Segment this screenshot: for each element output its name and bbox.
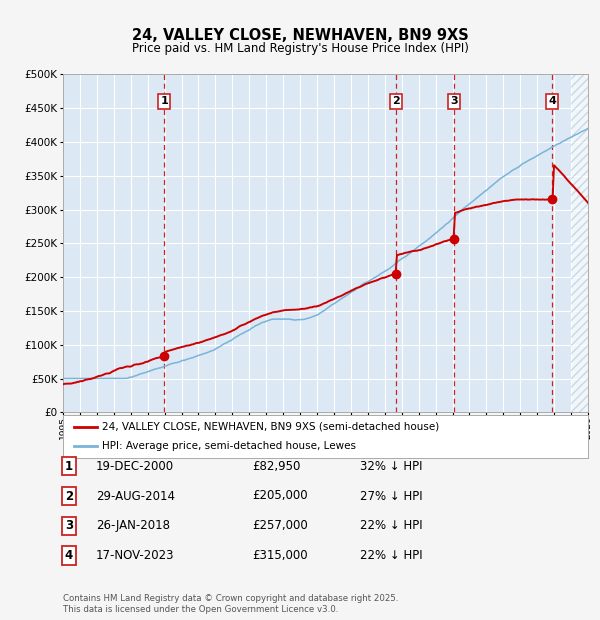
Text: 27% ↓ HPI: 27% ↓ HPI: [360, 490, 422, 502]
Text: Contains HM Land Registry data © Crown copyright and database right 2025.
This d: Contains HM Land Registry data © Crown c…: [63, 595, 398, 614]
Text: 1: 1: [65, 460, 73, 472]
Text: 1: 1: [160, 97, 168, 107]
Text: 22% ↓ HPI: 22% ↓ HPI: [360, 520, 422, 532]
Text: 17-NOV-2023: 17-NOV-2023: [96, 549, 175, 562]
Text: 2: 2: [65, 490, 73, 502]
Text: 24, VALLEY CLOSE, NEWHAVEN, BN9 9XS (semi-detached house): 24, VALLEY CLOSE, NEWHAVEN, BN9 9XS (sem…: [103, 422, 440, 432]
Text: 22% ↓ HPI: 22% ↓ HPI: [360, 549, 422, 562]
Text: 2: 2: [392, 97, 400, 107]
Text: 24, VALLEY CLOSE, NEWHAVEN, BN9 9XS: 24, VALLEY CLOSE, NEWHAVEN, BN9 9XS: [131, 28, 469, 43]
Text: 19-DEC-2000: 19-DEC-2000: [96, 460, 174, 472]
Text: £82,950: £82,950: [252, 460, 301, 472]
Text: 26-JAN-2018: 26-JAN-2018: [96, 520, 170, 532]
Text: 32% ↓ HPI: 32% ↓ HPI: [360, 460, 422, 472]
Text: 4: 4: [65, 549, 73, 562]
Text: 3: 3: [65, 520, 73, 532]
Text: 3: 3: [450, 97, 458, 107]
Text: £205,000: £205,000: [252, 490, 308, 502]
Text: £315,000: £315,000: [252, 549, 308, 562]
Bar: [571, 74, 596, 412]
Text: HPI: Average price, semi-detached house, Lewes: HPI: Average price, semi-detached house,…: [103, 441, 356, 451]
Text: Price paid vs. HM Land Registry's House Price Index (HPI): Price paid vs. HM Land Registry's House …: [131, 42, 469, 55]
Text: 29-AUG-2014: 29-AUG-2014: [96, 490, 175, 502]
Text: 4: 4: [548, 97, 556, 107]
Text: £257,000: £257,000: [252, 520, 308, 532]
